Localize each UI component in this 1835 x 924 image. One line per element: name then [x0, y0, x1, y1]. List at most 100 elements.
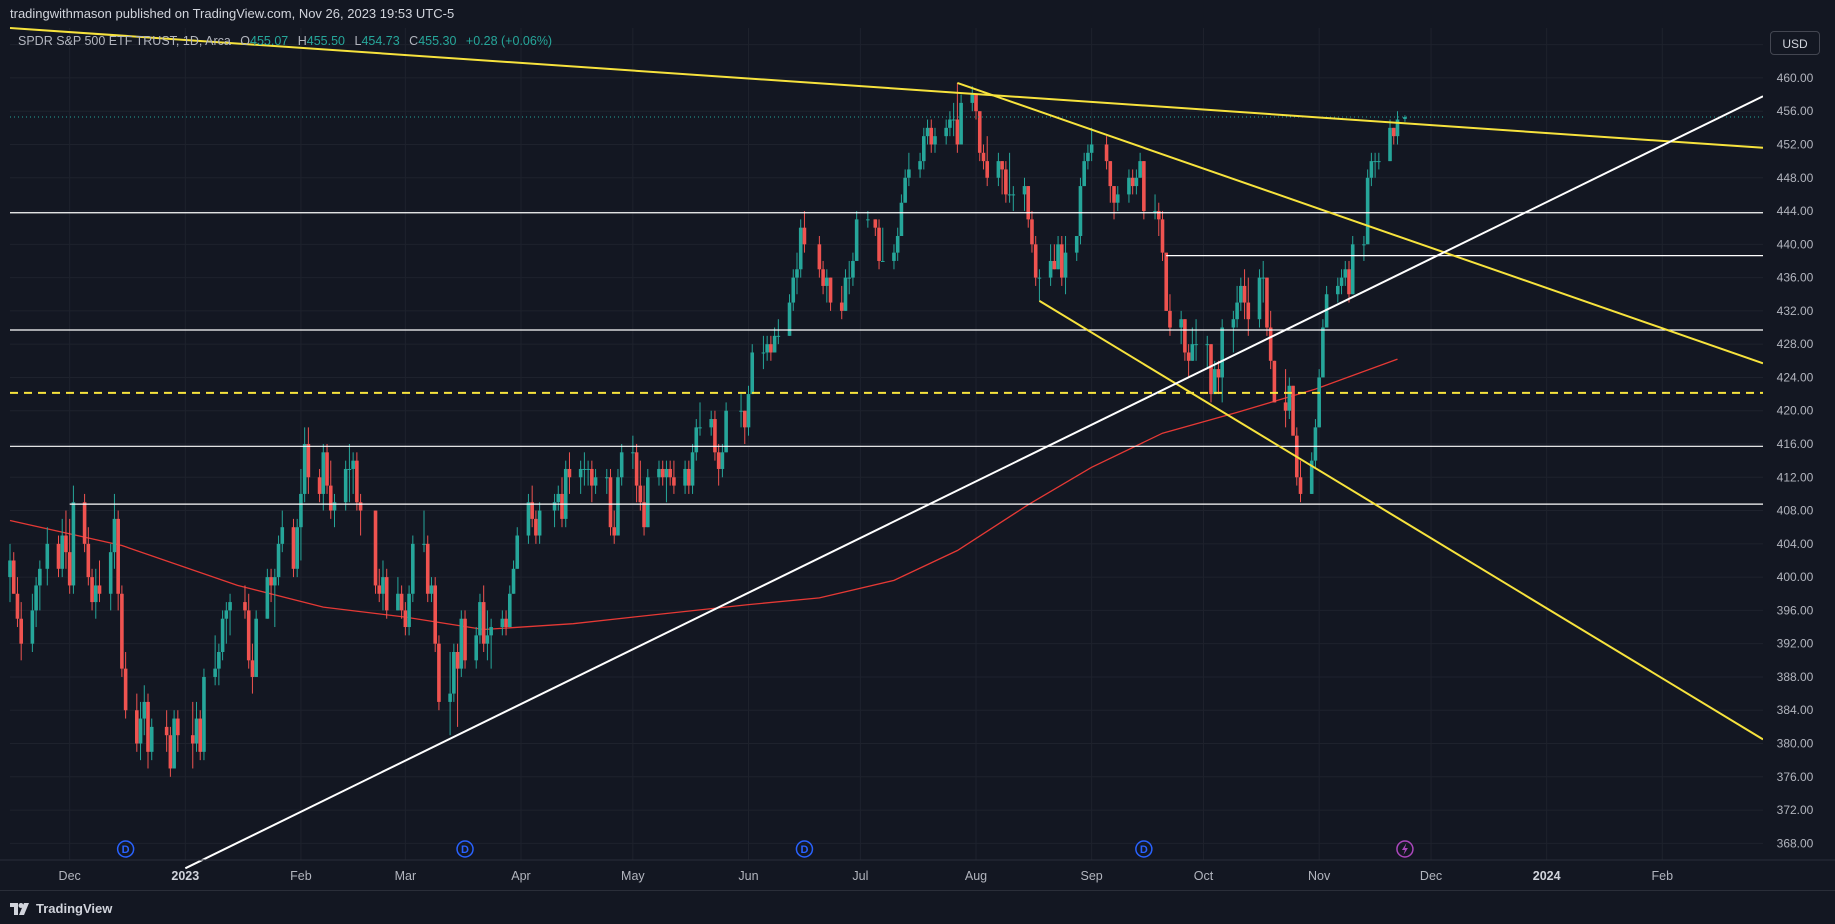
candle — [843, 269, 848, 311]
candle-body — [604, 477, 609, 479]
candle-body — [481, 602, 486, 644]
dividend-marker[interactable]: D — [456, 840, 474, 858]
price-tick-label: 408.00 — [1777, 504, 1814, 518]
candle — [664, 460, 669, 503]
candle — [325, 444, 329, 494]
candle — [317, 468, 322, 503]
dividend-marker[interactable]: D — [1135, 840, 1153, 858]
candle-body — [511, 568, 516, 594]
candle-body — [138, 718, 143, 744]
dividend-marker-circle — [116, 840, 135, 858]
candle-body — [116, 518, 120, 594]
time-tick-label: Oct — [1194, 869, 1214, 883]
candle — [1362, 236, 1366, 261]
candle-body — [1056, 244, 1060, 270]
candle — [1209, 344, 1213, 403]
candle-body — [142, 701, 147, 719]
candle-body — [944, 127, 948, 137]
moving-average — [9, 358, 1398, 631]
candle — [381, 560, 385, 611]
candle — [1112, 186, 1116, 220]
candle — [929, 119, 934, 153]
candle-body — [93, 585, 98, 603]
candle — [217, 643, 221, 686]
candle-body — [1000, 161, 1004, 170]
tradingview-logo[interactable]: TradingView — [10, 901, 112, 916]
price-tick-label: 420.00 — [1777, 404, 1814, 418]
candle-body — [1063, 252, 1068, 278]
candle-body — [448, 693, 452, 702]
candle-body — [403, 610, 408, 628]
candle-body — [985, 161, 990, 178]
candle — [657, 460, 661, 486]
candle — [97, 560, 102, 603]
candle-body — [1074, 236, 1079, 253]
candle — [377, 568, 382, 603]
candle-body — [955, 119, 960, 145]
candle — [328, 460, 333, 519]
candle — [1391, 127, 1396, 145]
price-tick-label: 416.00 — [1777, 437, 1814, 451]
price-tick-label: 456.00 — [1777, 104, 1814, 118]
price-axis[interactable]: 368.00 372.00 376.00 380.00 384.00 388.00 392.… — [1763, 28, 1835, 860]
candles — [8, 82, 1407, 777]
candle — [1309, 452, 1314, 494]
candle — [974, 94, 978, 120]
candle — [1373, 152, 1377, 178]
publisher-text: tradingwithmason published on TradingVie… — [10, 6, 455, 21]
candle — [563, 460, 568, 528]
candle-body — [791, 277, 796, 303]
candle-body — [892, 252, 896, 261]
candle — [343, 460, 348, 511]
candle — [45, 527, 50, 586]
price-chart[interactable]: 443.79438.64429.70415.72408.77422.14455.… — [0, 0, 1835, 890]
trendline-yellow[interactable] — [9, 27, 1764, 149]
candle-body — [1235, 302, 1239, 320]
currency-button[interactable]: USD — [1770, 31, 1820, 55]
earnings-event-marker[interactable] — [1396, 840, 1414, 858]
candle-body — [1026, 186, 1031, 220]
candle-body — [1190, 344, 1195, 361]
candle-body — [19, 618, 23, 644]
candle — [530, 485, 534, 528]
candle-body — [220, 618, 225, 652]
candle-body — [1343, 269, 1348, 278]
candle — [1000, 161, 1004, 195]
dividend-marker[interactable]: D — [795, 840, 814, 858]
candle-body — [202, 676, 206, 752]
candle — [802, 211, 807, 253]
candle-body — [1078, 186, 1083, 236]
candle — [302, 427, 307, 503]
candle — [560, 477, 564, 528]
time-axis[interactable]: Dec 2023 Feb Mar Apr May Jun Jul Aug Sep Oct Nov Dec… — [0, 859, 1835, 883]
candle-body — [1246, 302, 1251, 320]
time-tick-label: Dec — [1420, 869, 1442, 883]
candle-body — [351, 460, 355, 469]
candle — [425, 535, 430, 603]
candle — [694, 419, 699, 461]
price-tick-label: 404.00 — [1777, 537, 1814, 551]
candle — [907, 152, 911, 187]
candle-body — [1239, 285, 1243, 303]
candle — [716, 444, 721, 486]
trendline-yellow[interactable] — [1038, 300, 1764, 741]
trendlines[interactable] — [9, 27, 1764, 870]
candle — [742, 410, 747, 444]
candle-body — [90, 577, 94, 603]
candle — [190, 701, 195, 769]
candle — [590, 460, 594, 503]
time-tick-label: Nov — [1308, 869, 1331, 883]
candle-body — [1242, 285, 1247, 303]
trendline-yellow[interactable] — [957, 81, 1764, 365]
candle — [1298, 460, 1303, 503]
trendline-white[interactable] — [184, 95, 1764, 870]
candle — [668, 460, 672, 486]
candle-body — [903, 177, 907, 203]
candle — [798, 219, 803, 278]
candle-body — [645, 477, 650, 528]
dividend-marker[interactable]: D — [116, 840, 135, 858]
candle-body — [246, 610, 251, 661]
candle — [168, 726, 173, 777]
candle — [892, 244, 896, 270]
